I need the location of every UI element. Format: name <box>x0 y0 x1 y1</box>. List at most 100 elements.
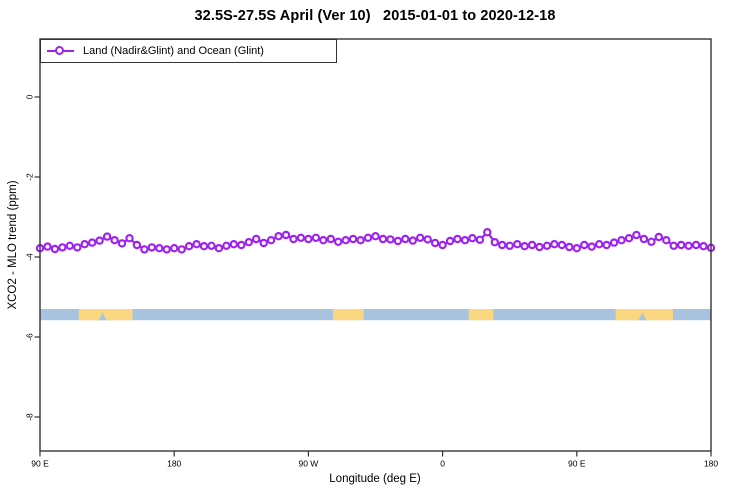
data-point-marker <box>408 236 417 245</box>
x-axis-title: Longitude (deg E) <box>329 473 421 485</box>
data-point-marker <box>498 240 507 250</box>
data-point-marker <box>572 243 582 253</box>
data-point-marker <box>192 239 201 249</box>
data-point-marker <box>386 235 395 244</box>
y-tick-label: -8 <box>24 413 34 421</box>
data-point-marker <box>662 235 671 245</box>
data-point-marker <box>475 235 485 244</box>
data-point-marker <box>348 234 358 244</box>
data-point-marker <box>542 241 552 250</box>
land-patch <box>333 309 364 321</box>
x-tick-label: 180 <box>167 459 181 469</box>
y-tick-label: -6 <box>24 333 34 341</box>
data-point-marker <box>401 234 410 244</box>
data-point-marker <box>699 241 708 251</box>
data-point-marker <box>602 240 611 250</box>
data-point-marker <box>378 234 388 244</box>
data-point-marker <box>117 239 127 248</box>
data-point-marker <box>244 237 253 247</box>
data-point-marker <box>527 240 537 250</box>
data-point-marker <box>617 235 626 245</box>
data-series <box>35 227 716 254</box>
data-point-marker <box>214 243 224 253</box>
data-point-marker <box>184 241 194 251</box>
data-point-marker <box>416 233 425 242</box>
x-tick-label: 0 <box>440 459 445 469</box>
data-point-marker <box>490 237 499 247</box>
data-point-marker <box>356 235 365 245</box>
x-tick-label: 90 W <box>298 459 318 469</box>
data-point-marker <box>647 237 656 246</box>
data-point-marker <box>483 227 492 237</box>
data-point-marker <box>304 234 313 244</box>
data-point-marker <box>565 242 574 252</box>
data-point-marker <box>319 235 328 245</box>
x-tick-label: 90 E <box>31 459 49 469</box>
data-point-marker <box>125 233 134 243</box>
data-point-marker <box>155 243 164 253</box>
land-patch <box>468 309 494 321</box>
data-point-marker <box>281 230 291 240</box>
data-point-marker <box>393 236 403 246</box>
data-point-marker <box>639 234 649 244</box>
data-point-marker <box>341 235 350 245</box>
y-tick-label: -4 <box>24 253 34 261</box>
data-point-marker <box>535 242 544 252</box>
y-tick-label: 0 <box>24 94 34 99</box>
legend-line-marker-icon <box>47 45 74 57</box>
data-point-marker <box>580 240 589 250</box>
data-point-marker <box>513 239 522 249</box>
data-point-marker <box>311 233 321 242</box>
data-point-marker <box>587 242 596 251</box>
x-tick-label: 90 E <box>568 459 586 469</box>
data-point-marker <box>289 234 298 244</box>
data-point-marker <box>169 243 179 253</box>
data-point-marker <box>65 241 75 250</box>
legend-circle-marker-icon <box>55 45 64 55</box>
data-point-marker <box>430 238 440 248</box>
data-point-marker <box>73 243 82 252</box>
data-point-marker <box>199 241 209 251</box>
data-point-marker <box>259 238 268 248</box>
data-point-marker <box>595 239 604 249</box>
data-point-marker <box>296 233 306 242</box>
coast-notch <box>638 312 647 321</box>
legend: Land (Nadir&Glint) and Ocean (Glint) <box>40 39 337 63</box>
data-point-marker <box>520 241 529 251</box>
data-point-marker <box>110 235 119 245</box>
data-point-marker <box>229 239 238 249</box>
data-point-marker <box>684 241 693 250</box>
data-point-marker <box>445 236 455 246</box>
data-point-marker <box>140 245 149 254</box>
data-point-marker <box>252 234 261 244</box>
data-point-marker <box>177 245 186 254</box>
data-point-marker <box>58 243 67 252</box>
chart-title: 32.5S-27.5S April (Ver 10) 2015-01-01 to… <box>194 8 556 24</box>
y-axis-title: XCO2 - MLO trend (ppm) <box>7 180 19 310</box>
data-point-marker <box>80 239 89 249</box>
data-point-marker <box>609 238 619 247</box>
data-point-marker <box>550 239 559 249</box>
data-point-marker <box>423 235 432 244</box>
data-point-marker <box>654 232 664 242</box>
x-tick-label: 180 <box>704 459 718 469</box>
data-point-marker <box>460 235 470 245</box>
data-point-marker <box>363 233 373 242</box>
data-point-marker <box>468 233 477 243</box>
plot-border <box>39 38 712 452</box>
y-axis-ticks: 0 -2 -4 -6 -8 <box>24 94 40 421</box>
legend-label: Land (Nadir&Glint) and Ocean (Glint) <box>83 44 264 57</box>
data-point-marker <box>691 240 701 250</box>
ocean-band <box>40 309 711 321</box>
data-point-marker <box>334 237 343 246</box>
data-point-marker <box>557 240 567 250</box>
data-point-marker <box>102 232 112 241</box>
data-point-marker <box>438 240 447 250</box>
data-point-marker <box>274 231 283 241</box>
data-point-marker <box>371 231 380 241</box>
data-point-marker <box>43 242 52 251</box>
coast-notch <box>98 312 107 321</box>
data-point-marker <box>237 240 246 250</box>
